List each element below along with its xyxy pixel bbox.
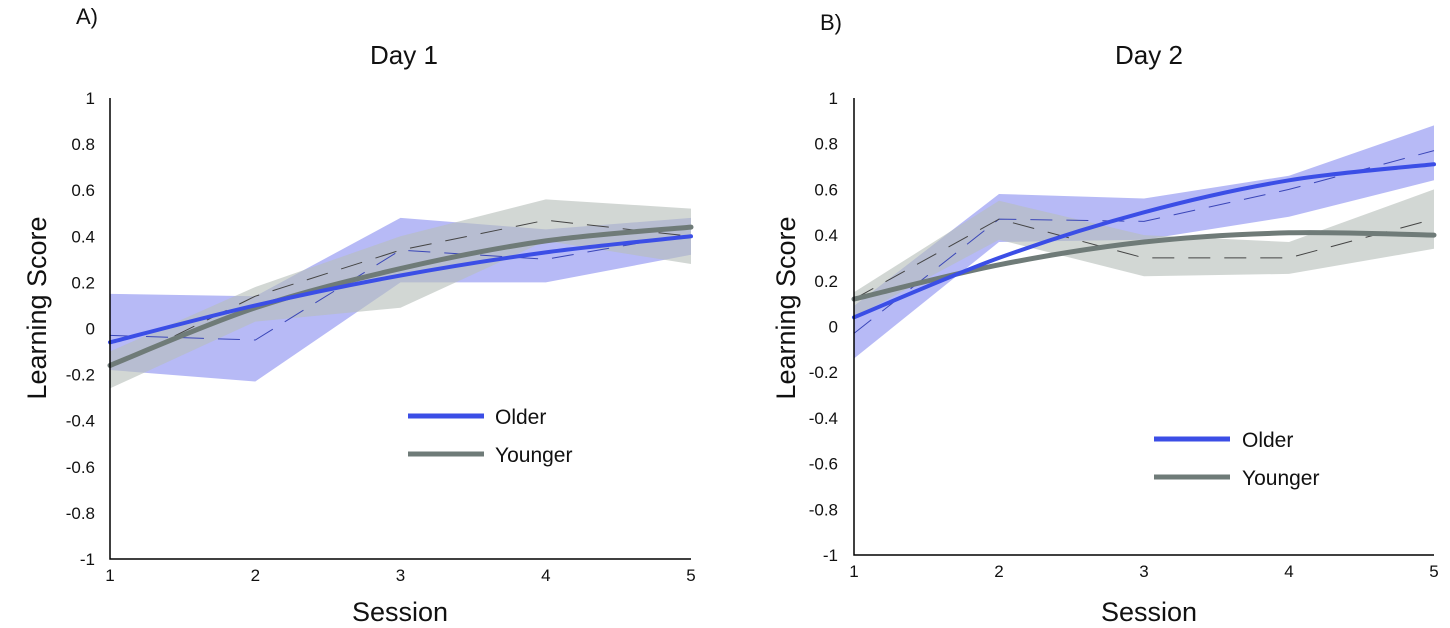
- x-axis-label: Session: [1101, 597, 1197, 627]
- observed-line-younger: [109, 219, 692, 369]
- x-tick-label: 1: [105, 566, 114, 585]
- y-tick-label: 1: [829, 89, 838, 108]
- fit-lines: [851, 162, 1437, 320]
- confidence-bands: [110, 199, 691, 389]
- chart-title: Day 2: [1115, 40, 1183, 70]
- x-tick-labels: 1 2 3 4 5: [105, 566, 695, 585]
- y-tick-label: -0.6: [66, 458, 95, 477]
- fit-line-older: [852, 162, 1436, 320]
- x-tick-labels: 1 2 3 4 5: [849, 562, 1438, 581]
- observed-line-younger: [853, 218, 1435, 300]
- observed-lines: [853, 150, 1435, 334]
- legend: Older Younger: [408, 406, 572, 467]
- y-tick-label: -1: [823, 546, 838, 565]
- y-tick-label: -0.2: [809, 363, 838, 382]
- panel-label: A): [76, 4, 98, 29]
- x-axis-label: Session: [352, 597, 448, 627]
- y-tick-label: 0.8: [814, 135, 838, 154]
- y-tick-label: 0.8: [71, 135, 95, 154]
- x-tick-label: 2: [994, 562, 1003, 581]
- chart-panel-day2: B) Day 2 -1 -0.8 -0.6 -0.4 -0.2 0 0.2 0.4 0.6 0.8…: [771, 10, 1439, 627]
- fit-line-younger: [107, 224, 694, 368]
- y-tick-label: -0.8: [809, 500, 838, 519]
- x-tick-label: 3: [396, 566, 405, 585]
- y-tick-label: -0.4: [809, 409, 838, 428]
- y-tick-label: 0.2: [814, 272, 838, 291]
- y-tick-label: -1: [80, 550, 95, 569]
- legend: Older Younger: [1154, 429, 1319, 490]
- y-tick-label: 0.2: [71, 273, 95, 292]
- chart-title: Day 1: [370, 40, 438, 70]
- band-older: [854, 125, 1434, 359]
- x-tick-label: 5: [686, 566, 695, 585]
- y-tick-label: -0.6: [809, 455, 838, 474]
- y-tick-labels: -1 -0.8 -0.6 -0.4 -0.2 0 0.2 0.4 0.6 0.8 1: [809, 89, 838, 565]
- band-older: [110, 217, 691, 382]
- x-tick-label: 2: [251, 566, 260, 585]
- legend-label-younger: Younger: [495, 444, 572, 467]
- fit-lines: [107, 224, 694, 368]
- axes: [853, 98, 1434, 556]
- x-tick-label: 4: [541, 566, 550, 585]
- legend-label-older: Older: [1242, 429, 1293, 452]
- band-younger: [854, 189, 1434, 318]
- x-tick-label: 5: [1429, 562, 1438, 581]
- y-tick-label: 0.6: [814, 180, 838, 199]
- y-tick-label: 0: [829, 318, 838, 337]
- legend-label-older: Older: [495, 406, 546, 429]
- y-tick-label: -0.8: [66, 504, 95, 523]
- y-tick-label: -0.2: [66, 366, 95, 385]
- y-tick-label: -0.4: [66, 412, 95, 431]
- observed-line-older: [853, 150, 1435, 334]
- y-tick-label: 0: [86, 320, 95, 339]
- legend-label-younger: Younger: [1242, 467, 1319, 490]
- y-axis-label: Learning Score: [22, 216, 52, 399]
- chart-panel-day1: A) Day 1 -1 -0.8 -0.6 -0.4 -0.2 0 0.2 0.4 0.6 0.8…: [22, 4, 696, 627]
- x-tick-label: 3: [1139, 562, 1148, 581]
- x-tick-label: 1: [849, 562, 858, 581]
- y-axis-label: Learning Score: [771, 216, 801, 399]
- y-tick-label: 1: [86, 89, 95, 108]
- axes: [109, 98, 691, 560]
- y-tick-labels: -1 -0.8 -0.6 -0.4 -0.2 0 0.2 0.4 0.6 0.8 1: [66, 89, 95, 569]
- observed-line-older: [109, 233, 692, 341]
- observed-lines: [109, 219, 692, 369]
- y-tick-label: 0.6: [71, 181, 95, 200]
- y-tick-label: 0.4: [71, 227, 95, 246]
- confidence-bands: [854, 125, 1434, 359]
- fit-line-older: [108, 234, 693, 345]
- panel-label: B): [820, 10, 842, 35]
- band-younger: [110, 199, 691, 389]
- x-tick-label: 4: [1284, 562, 1293, 581]
- y-tick-label: 0.4: [814, 226, 838, 245]
